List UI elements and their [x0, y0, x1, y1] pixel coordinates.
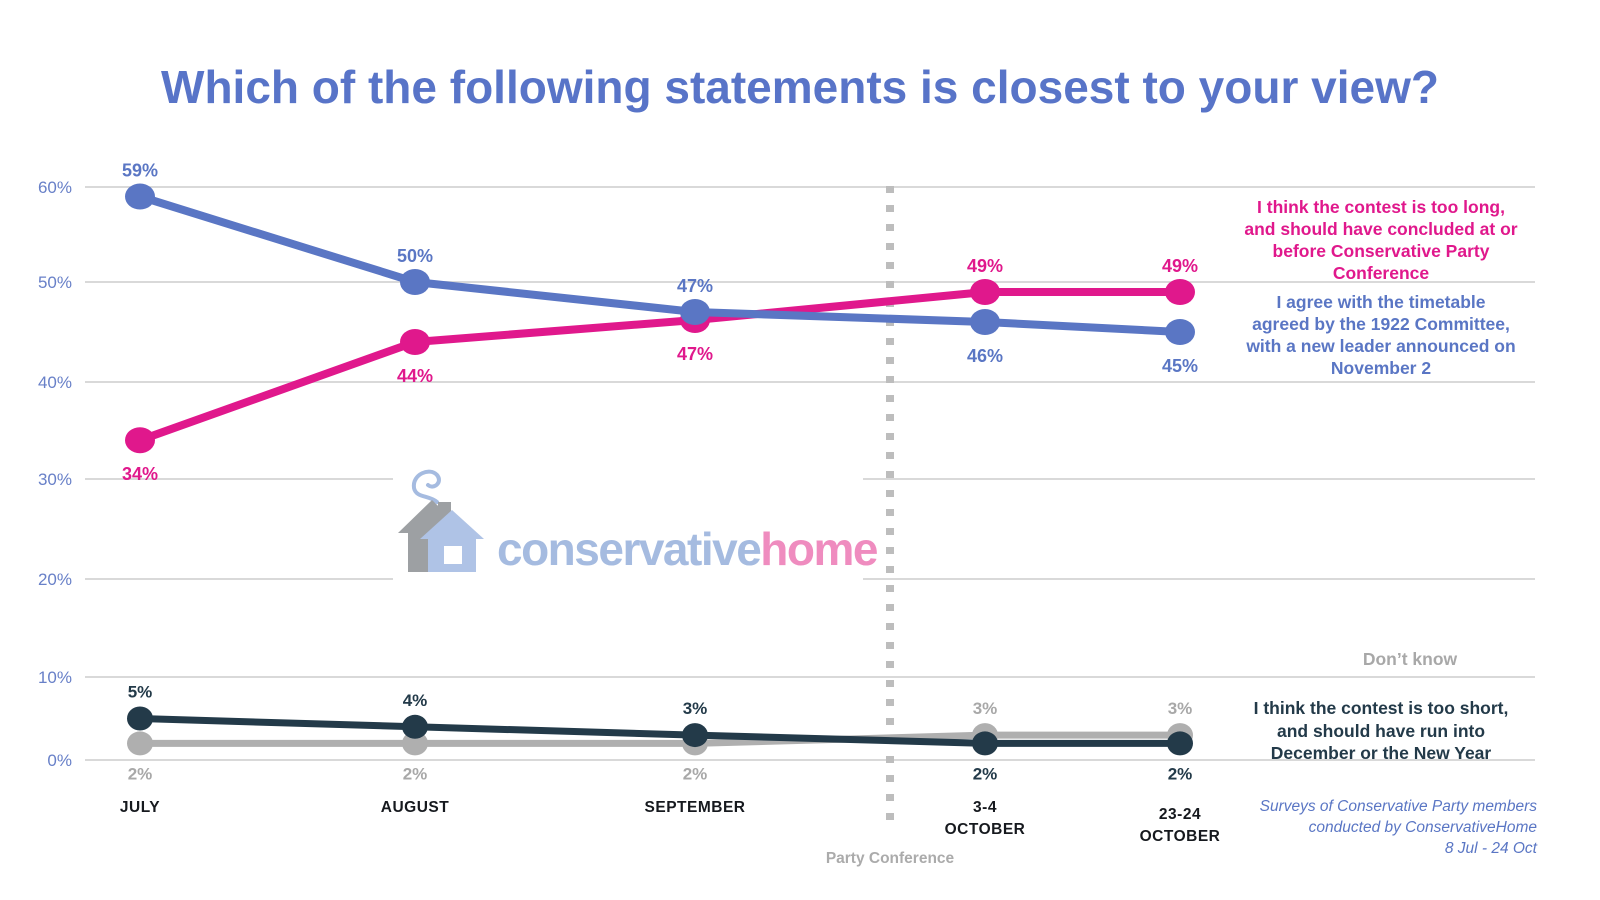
legend-too-short: I think the contest is too short, and sh…	[1253, 698, 1509, 763]
data-point	[972, 731, 998, 756]
logo-wordmark: conservativehome	[497, 522, 878, 576]
data-point	[127, 706, 153, 731]
data-label: 45%	[1162, 356, 1198, 376]
legend-timetable: I agree with the timetable agreed by the…	[1246, 292, 1516, 378]
data-point	[682, 723, 708, 748]
x-axis-label: OCTOBER	[945, 821, 1026, 838]
x-axis-label: 23-24	[1159, 806, 1201, 823]
data-point	[125, 183, 155, 210]
conservativehome-logo: conservativehome	[393, 462, 878, 582]
y-axis-tick-label: 50%	[38, 273, 72, 292]
x-axis-label: JULY	[120, 799, 160, 816]
data-label: 50%	[397, 246, 433, 266]
data-label: 3%	[683, 699, 708, 718]
data-label: 47%	[677, 276, 713, 296]
house-window	[444, 546, 462, 564]
data-label: 44%	[397, 366, 433, 386]
page-title: Which of the following statements is clo…	[161, 61, 1439, 113]
y-axis-tick-label: 40%	[38, 373, 72, 392]
series-line	[136, 192, 1184, 336]
y-axis-tick-label: 60%	[38, 178, 72, 197]
data-label: 46%	[967, 346, 1003, 366]
source-note: Surveys of Conservative Party members co…	[1259, 798, 1537, 857]
data-point	[680, 299, 710, 325]
logo-text-home: home	[760, 523, 878, 575]
logo-text-conservative: conservative	[497, 523, 762, 575]
data-point	[125, 427, 155, 454]
data-label: 2%	[403, 764, 428, 783]
y-axis-tick-label: 10%	[38, 668, 72, 687]
data-label: 2%	[128, 764, 153, 783]
legend-dont-know: Don’t know	[1362, 649, 1458, 669]
legend-too-long: I think the contest is too long, and sho…	[1244, 197, 1518, 283]
data-label: 4%	[403, 691, 428, 710]
y-axis-tick-label: 30%	[38, 470, 72, 489]
data-point	[400, 269, 430, 295]
data-point	[402, 731, 428, 756]
data-label: 2%	[1168, 764, 1193, 783]
data-label: 2%	[683, 764, 708, 783]
y-axis-tick-label: 20%	[38, 570, 72, 589]
data-point	[402, 714, 428, 739]
data-label: 2%	[973, 764, 998, 783]
x-axis-label: OCTOBER	[1140, 828, 1221, 845]
data-point	[970, 309, 1000, 335]
data-label: 47%	[677, 344, 713, 364]
data-point	[970, 279, 1000, 305]
data-label: 3%	[973, 699, 998, 718]
party-conference-label: Party Conference	[825, 850, 955, 867]
data-point	[1167, 731, 1193, 756]
x-axis-label: SEPTEMBER	[645, 799, 746, 816]
series-line	[136, 715, 1184, 747]
x-axis-label: AUGUST	[381, 799, 449, 816]
x-axis-label: 3-4	[973, 799, 997, 816]
data-label: 49%	[967, 256, 1003, 276]
data-point	[400, 329, 430, 355]
data-label: 59%	[122, 161, 158, 181]
data-point	[1165, 279, 1195, 305]
data-label: 49%	[1162, 256, 1198, 276]
data-point	[1165, 319, 1195, 345]
house-icon	[398, 469, 484, 572]
data-label: 34%	[122, 464, 158, 484]
y-axis-tick-label: 0%	[47, 751, 72, 770]
series-line	[136, 288, 1184, 445]
smoke-swirl-icon	[411, 469, 441, 504]
data-label: 5%	[128, 683, 153, 702]
data-label: 3%	[1168, 699, 1193, 718]
data-point	[127, 731, 153, 756]
